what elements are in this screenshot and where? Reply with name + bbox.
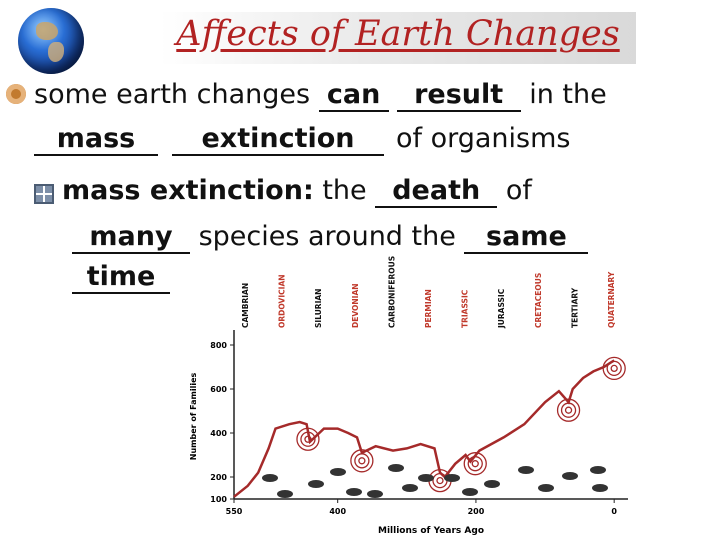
blank-extinction: extinction [172,124,384,156]
bullet1-line2: mass extinction of organisms [34,124,571,156]
period-label: SILURIAN [314,289,323,328]
fossil-icon [330,468,346,476]
y-tick-label: 200 [210,473,227,482]
extinction-ring-marker [560,402,577,418]
extinction-ring-marker [556,398,581,422]
period-label: CAMBRIAN [241,283,250,328]
blank-death: death [375,175,498,208]
bullet2-mid: of [497,175,532,206]
blank-can: can [318,79,389,112]
fossil-icon [444,474,460,482]
period-label: CRETACEOUS [534,273,543,328]
bullet2-line2: many species around the same [72,221,589,254]
bullet2-line3: time [72,262,170,294]
extinction-ring-marker [564,406,573,414]
answer-extinction: extinction [201,123,355,154]
extinction-ring-marker [296,427,320,451]
bullet2-line1: mass extinction: the death of [62,176,532,208]
fossil-icon [590,466,606,474]
y-tick-label: 800 [210,341,227,350]
blank-mass: mass [34,124,158,156]
period-label: PERMIAN [424,289,433,328]
answer-same: same [486,221,567,252]
fossil-icon [538,484,554,492]
fossil-icon [388,464,404,472]
extinction-ring-marker [350,449,374,473]
period-label: JURASSIC [497,288,506,329]
x-tick-label: 400 [329,507,346,516]
answer-mass: mass [56,123,136,154]
extinction-ring-marker [606,360,622,377]
fossil-icon [277,490,293,498]
x-tick-label: 550 [226,507,243,516]
x-tick-label: 200 [468,507,485,516]
extinction-chart: 100 200 400 600 800 550 400 200 0 Millions of Yea… [189,256,628,536]
answer-time: time [86,261,156,292]
bullet2-mid2: species around the [190,221,465,252]
period-label: TRIASSIC [461,289,470,328]
blank-same: same [464,221,589,254]
answer-can: can [326,79,381,110]
x-tick-label: 0 [611,507,617,516]
extinction-ring-marker [610,364,618,373]
bullet1-mid: in the [520,79,607,110]
fossil-icon [462,488,478,496]
y-tick-label: 400 [210,429,227,438]
blank-time: time [72,262,170,294]
bullet1-pre: some earth changes [34,79,319,110]
period-label: ORDOVICIAN [278,274,287,328]
extinction-ring-marker [432,472,448,489]
extinction-ring-marker [304,435,312,443]
fossil-icon [518,466,534,474]
fossil-icon [592,484,608,492]
fossil-icon [308,480,324,488]
extinction-ring-marker [358,457,366,465]
extinction-ring-marker [463,452,487,476]
bullet2-pre: the [313,175,376,206]
blank-result: result [396,79,521,112]
period-label: TERTIARY [570,287,579,328]
fossil-icon [562,472,578,480]
x-axis-label: Millions of Years Ago [378,526,484,536]
extinction-ring-marker [436,476,444,485]
families-line [233,359,615,498]
fossil-icon [484,480,500,488]
blank-many: many [72,222,190,254]
bullet1-line1: some earth changes can result in the [34,80,607,112]
fossil-icon [346,488,362,496]
fossil-icon [262,474,278,482]
y-tick-label: 100 [210,495,227,504]
answer-many: many [89,221,173,252]
globe-logo [18,8,84,74]
page-title: Affects of Earth Changes [176,14,620,54]
title-band [160,12,636,64]
extinction-ring-marker [602,356,626,381]
bullet1-post: of organisms [396,123,571,154]
y-axis-label: Number of Families [189,373,198,461]
period-label: QUATERNARY [607,271,616,328]
answer-death: death [392,175,481,206]
extinction-ring-marker [467,456,483,472]
y-tick-label: 600 [210,385,227,394]
fossil-icon [367,490,383,498]
fossil-icon [418,474,434,482]
answer-result: result [414,79,504,110]
fossil-icon [402,484,418,492]
bullet-icon [6,84,26,104]
period-label: CARBONIFEROUS [387,256,396,328]
bullet2-term: mass extinction: [62,175,314,206]
extinction-ring-marker [471,460,479,468]
extinction-ring-marker [300,431,316,447]
extinction-ring-marker [354,453,370,469]
bullet-square-icon [34,184,54,204]
period-label: DEVONIAN [351,283,360,328]
